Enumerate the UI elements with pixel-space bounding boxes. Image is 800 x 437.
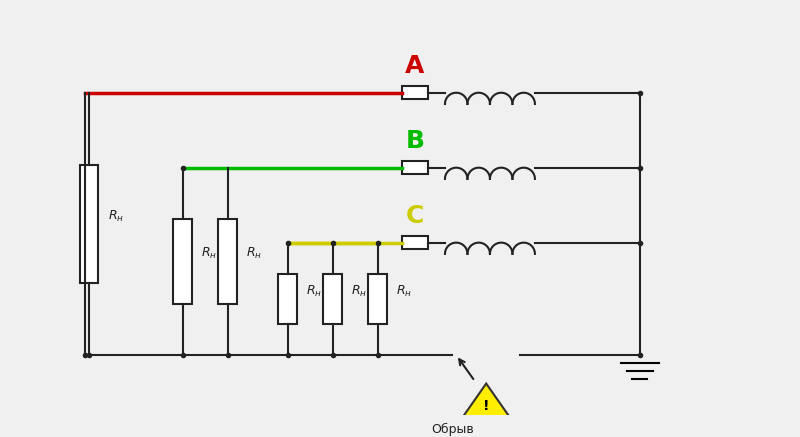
Text: $R_н$: $R_н$ bbox=[108, 209, 124, 224]
FancyBboxPatch shape bbox=[402, 161, 428, 174]
Polygon shape bbox=[462, 384, 510, 417]
FancyBboxPatch shape bbox=[79, 165, 98, 283]
Text: A: A bbox=[406, 55, 425, 79]
Text: $R_н$: $R_н$ bbox=[396, 284, 412, 299]
Text: $R_н$: $R_н$ bbox=[306, 284, 322, 299]
Text: Обрыв: Обрыв bbox=[431, 423, 474, 436]
FancyBboxPatch shape bbox=[174, 219, 192, 304]
Text: !: ! bbox=[483, 399, 490, 413]
Text: $R_н$: $R_н$ bbox=[202, 246, 218, 261]
Text: $R_н$: $R_н$ bbox=[351, 284, 367, 299]
FancyBboxPatch shape bbox=[402, 236, 428, 250]
FancyBboxPatch shape bbox=[278, 274, 297, 324]
FancyBboxPatch shape bbox=[402, 86, 428, 100]
FancyBboxPatch shape bbox=[368, 274, 387, 324]
Text: B: B bbox=[406, 129, 425, 153]
FancyBboxPatch shape bbox=[323, 274, 342, 324]
Text: C: C bbox=[406, 205, 424, 229]
Text: $R_н$: $R_н$ bbox=[246, 246, 262, 261]
FancyBboxPatch shape bbox=[218, 219, 237, 304]
